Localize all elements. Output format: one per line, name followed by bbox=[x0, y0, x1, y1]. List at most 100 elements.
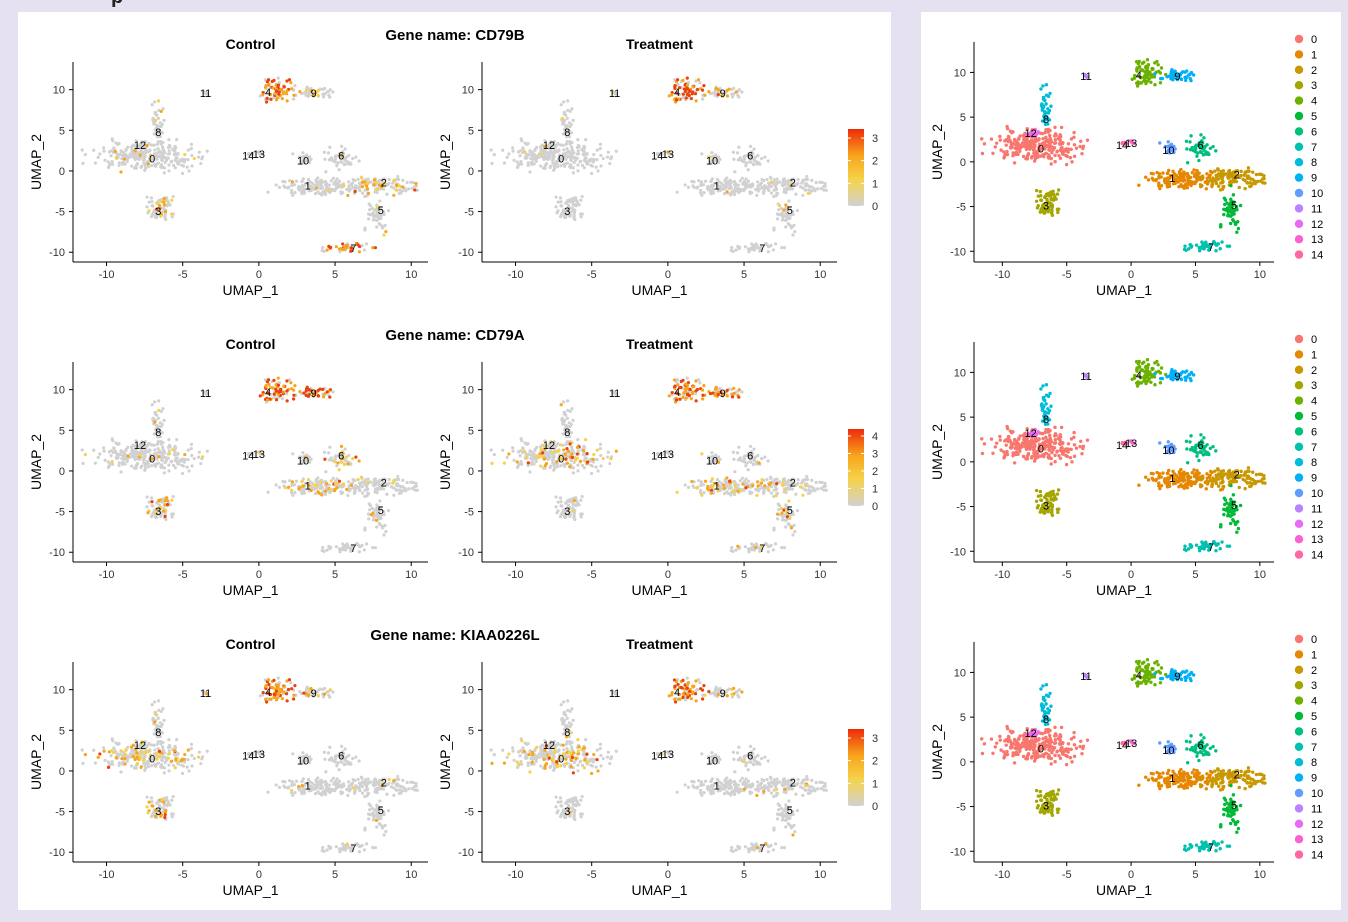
cell-point bbox=[523, 141, 527, 145]
cell-point bbox=[277, 81, 282, 85]
cluster-label: 2 bbox=[381, 477, 387, 489]
cell-point bbox=[775, 477, 779, 481]
cell-point bbox=[814, 480, 818, 485]
cell-point bbox=[271, 86, 275, 90]
cell-point bbox=[707, 89, 711, 94]
cell-point bbox=[763, 455, 767, 459]
cell-point bbox=[710, 177, 715, 181]
cell-point bbox=[570, 407, 574, 411]
cell-point bbox=[568, 442, 572, 446]
cell-point bbox=[149, 154, 153, 158]
cell-point bbox=[186, 457, 190, 462]
cell-point bbox=[711, 184, 716, 188]
cell-point bbox=[710, 151, 714, 155]
cell-point bbox=[290, 780, 295, 784]
cell-point bbox=[566, 155, 570, 159]
cell-point bbox=[676, 383, 680, 387]
cell-point bbox=[577, 203, 581, 207]
cell-point bbox=[394, 783, 398, 787]
cell-point bbox=[98, 152, 102, 156]
cell-point bbox=[555, 511, 559, 515]
cell-point bbox=[274, 483, 278, 487]
cell-point bbox=[571, 118, 575, 123]
cell-point bbox=[397, 484, 401, 488]
cell-point bbox=[302, 161, 306, 165]
cell-point bbox=[307, 92, 311, 97]
cell-point bbox=[142, 143, 146, 147]
cell-point bbox=[162, 471, 166, 475]
cell-point bbox=[155, 157, 159, 161]
cell-point bbox=[397, 184, 401, 188]
cell-point bbox=[556, 500, 560, 504]
cell-point bbox=[775, 482, 779, 486]
cell-point bbox=[108, 762, 112, 766]
cell-point bbox=[760, 457, 764, 461]
cell-point bbox=[564, 162, 568, 166]
cluster-label: 6 bbox=[338, 750, 344, 762]
cell-point bbox=[382, 212, 386, 217]
cell-point bbox=[769, 191, 774, 195]
cell-point bbox=[699, 183, 703, 188]
cell-point bbox=[515, 160, 519, 164]
cell-point bbox=[387, 477, 391, 482]
cell-point bbox=[335, 164, 339, 168]
cell-point bbox=[197, 150, 201, 154]
cell-point bbox=[161, 147, 165, 152]
cell-point bbox=[694, 379, 698, 383]
cell-point bbox=[738, 245, 742, 250]
cell-point bbox=[162, 118, 166, 123]
cell-point bbox=[325, 390, 329, 394]
cell-point bbox=[117, 461, 121, 465]
cell-point bbox=[366, 791, 371, 796]
cell-point bbox=[357, 759, 361, 763]
cluster-label: 1 bbox=[714, 181, 720, 193]
cell-point bbox=[570, 155, 574, 160]
cell-point bbox=[766, 159, 770, 163]
cell-point bbox=[701, 397, 705, 401]
cell-point bbox=[338, 850, 342, 854]
cell-point bbox=[386, 509, 391, 513]
cell-point bbox=[167, 469, 171, 473]
cell-point bbox=[675, 490, 679, 494]
cell-point bbox=[598, 447, 602, 451]
cell-point bbox=[125, 159, 129, 163]
cell-point bbox=[96, 755, 100, 759]
cell-point bbox=[571, 171, 575, 175]
colorbar-gradient bbox=[848, 429, 864, 506]
cell-point bbox=[584, 138, 588, 142]
cell-point bbox=[323, 686, 327, 691]
cell-point bbox=[363, 494, 367, 499]
cell-point bbox=[161, 707, 165, 711]
cell-point bbox=[283, 780, 287, 784]
cell-point bbox=[767, 188, 771, 193]
x-tick-label: -10 bbox=[99, 569, 115, 581]
cell-point bbox=[681, 78, 685, 82]
cell-point bbox=[271, 686, 275, 690]
cell-point bbox=[371, 511, 375, 515]
cell-point bbox=[102, 749, 106, 753]
cell-point bbox=[153, 400, 157, 404]
cluster-label: 8 bbox=[155, 727, 161, 739]
cell-point bbox=[737, 395, 741, 399]
cell-point bbox=[182, 160, 187, 164]
cell-point bbox=[576, 163, 580, 167]
cell-point bbox=[117, 442, 121, 446]
cell-point bbox=[552, 162, 557, 166]
cell-point bbox=[150, 157, 154, 161]
cell-point bbox=[274, 89, 279, 93]
cell-point bbox=[152, 122, 156, 126]
cell-point bbox=[143, 166, 148, 170]
cell-point bbox=[681, 395, 685, 400]
y-tick-label: 5 bbox=[59, 425, 65, 437]
cell-point bbox=[304, 687, 309, 691]
cell-point bbox=[684, 396, 688, 400]
cell-point bbox=[166, 445, 171, 449]
cell-point bbox=[366, 191, 371, 196]
cell-point bbox=[534, 454, 539, 458]
cell-point bbox=[732, 489, 737, 493]
cell-point bbox=[549, 140, 553, 144]
cell-point bbox=[389, 485, 394, 489]
cell-point bbox=[342, 847, 346, 852]
cell-point bbox=[396, 774, 400, 779]
cluster-label: 12 bbox=[543, 440, 555, 452]
